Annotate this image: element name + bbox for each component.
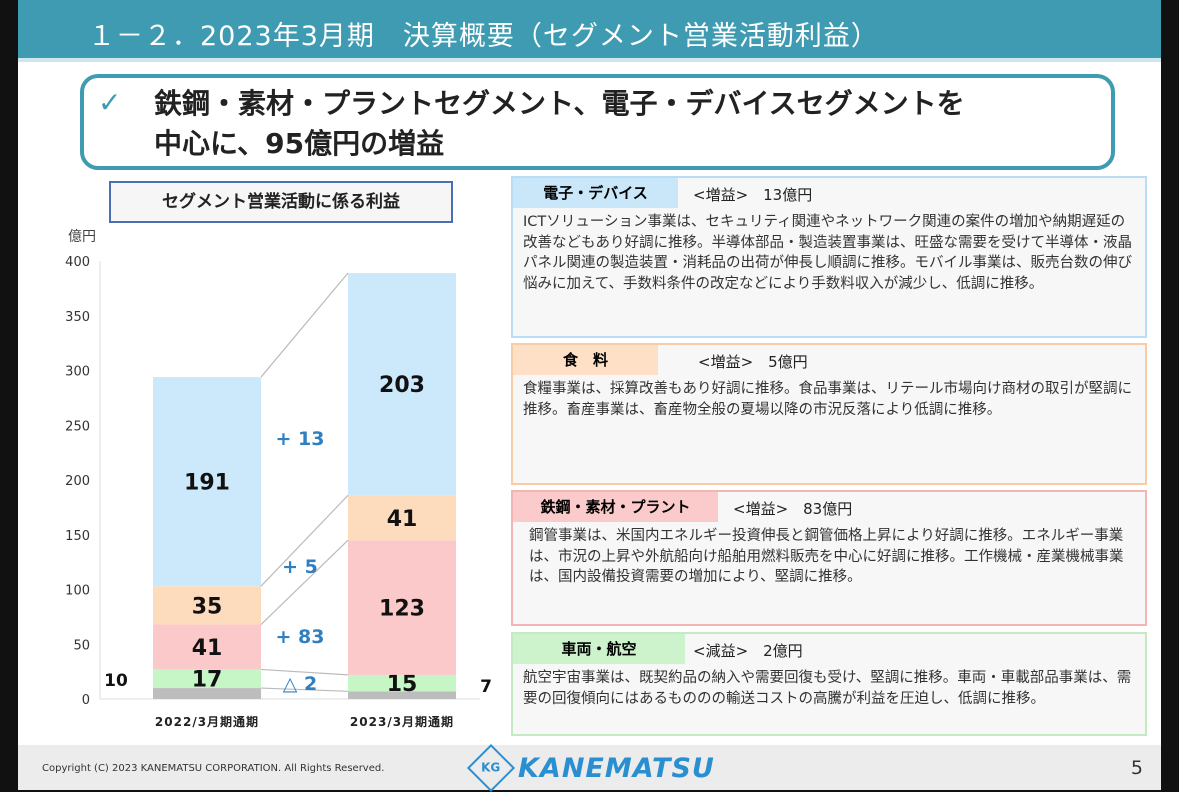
x-tick-label: 2023/3月期通期: [350, 714, 454, 729]
x-tick-label: 2022/3月期通期: [155, 714, 259, 729]
bar-segment: [348, 273, 456, 496]
panel-vehicle: 車両・航空 <減益> 2億円 航空宇宙事業は、既契約品の納入や需要回復も受け、堅…: [511, 632, 1147, 736]
data-label: 123: [379, 597, 425, 622]
y-tick-label: 200: [65, 474, 90, 489]
kg-logo-icon: KG: [466, 743, 516, 792]
y-tick-label: 300: [65, 365, 90, 380]
connector-line: [260, 687, 349, 692]
difference-label: + 83: [276, 626, 325, 648]
footer: Copyright (C) 2023 KANEMATSU CORPORATION…: [18, 743, 1161, 792]
bar-segment: [348, 691, 456, 699]
headline-box: ✓ 鉄鋼・素材・プラントセグメント、電子・デバイスセグメントを 中心に、95億円の…: [80, 74, 1115, 170]
connector-line: [260, 668, 349, 676]
bar-segment: [153, 377, 261, 587]
data-label: 15: [387, 672, 418, 697]
panel-food: 食 料 <増益> 5億円 食糧事業は、採算改善もあり好調に推移。食品事業は、リテ…: [511, 343, 1147, 485]
data-label: 35: [192, 594, 223, 619]
panel-text: 鋼管事業は、米国内エネルギー投資伸長と鋼管価格上昇により好調に推移。エネルギー事…: [529, 528, 1124, 585]
data-label: 41: [192, 636, 223, 661]
y-axis-label: 億円: [68, 229, 96, 245]
chart-title: セグメント営業活動に係る利益: [109, 181, 453, 223]
title-bar: １－２．2023年3月期 決算概要（セグメント営業活動利益）: [18, 0, 1161, 62]
panel-header: 食 料: [513, 345, 658, 375]
stacked-bar-chart: 億円 0 50 100 150 200 250 300 350 400 17 41 35 191 2022/…: [65, 229, 492, 729]
bar-segment: [153, 669, 261, 689]
slide: １－２．2023年3月期 決算概要（セグメント営業活動利益） ✓ 鉄鋼・素材・プ…: [18, 0, 1161, 792]
data-label: 203: [379, 373, 425, 398]
panel-change: <減益> 2億円: [693, 642, 803, 660]
copyright: Copyright (C) 2023 KANEMATSU CORPORATION…: [42, 763, 385, 774]
panel-text: 食糧事業は、採算改善もあり好調に推移。食品事業は、リテール市場向け商材の取引が堅…: [523, 381, 1132, 418]
check-icon: ✓: [98, 86, 122, 119]
panel-change: <増益> 5億円: [698, 353, 808, 371]
difference-label: △ 2: [283, 673, 317, 695]
panel-electronics: 電子・デバイス <増益> 13億円 ICTソリューション事業は、セキュリティ関連…: [511, 176, 1147, 338]
bar-segment: [153, 688, 261, 699]
company-logo: KG KANEMATSU: [466, 743, 715, 792]
y-tick-label: 400: [65, 255, 90, 270]
bar-segment: [348, 495, 456, 541]
data-label: 41: [387, 507, 418, 532]
y-tick-label: 50: [73, 638, 90, 653]
panel-text: 航空宇宙事業は、既契約品の納入や需要回復も受け、堅調に推移。車両・車載部品事業は…: [523, 670, 1132, 707]
panel-text: ICTソリューション事業は、セキュリティ関連やネットワーク関連の案件の増加や納期…: [523, 214, 1132, 292]
data-label: 7: [480, 677, 492, 697]
connector-line: [260, 272, 349, 378]
page-number: 5: [1130, 757, 1143, 779]
y-tick-label: 350: [65, 310, 90, 325]
bar-segment: [153, 586, 261, 625]
connector-line: [260, 539, 349, 625]
bar-segment: [348, 540, 456, 675]
headline-line2: 中心に、95億円の増益: [154, 127, 445, 160]
difference-label: + 5: [282, 556, 318, 578]
y-tick-label: 100: [65, 584, 90, 599]
slide-title: １－２．2023年3月期 決算概要（セグメント営業活動利益）: [88, 21, 879, 52]
data-label: 17: [192, 668, 223, 693]
y-tick-label: 150: [65, 529, 90, 544]
connector-line: [260, 494, 349, 587]
bar-segment: [153, 624, 261, 670]
headline-line1: 鉄鋼・素材・プラントセグメント、電子・デバイスセグメントを: [154, 87, 965, 120]
panel-change: <増益> 83億円: [733, 500, 853, 518]
panel-header: 車両・航空: [513, 634, 685, 664]
y-tick-label: 0: [82, 693, 90, 708]
data-label: 191: [184, 471, 230, 496]
bar-segment: [348, 674, 456, 692]
panel-header: 鉄鋼・素材・プラント: [513, 492, 718, 522]
y-tick-label: 250: [65, 419, 90, 434]
panel-steel: 鉄鋼・素材・プラント <増益> 83億円 鋼管事業は、米国内エネルギー投資伸長と…: [511, 490, 1147, 626]
difference-label: + 13: [276, 428, 325, 450]
data-label: 10: [104, 671, 128, 691]
panel-change: <増益> 13億円: [693, 186, 813, 204]
panel-header: 電子・デバイス: [513, 178, 678, 208]
